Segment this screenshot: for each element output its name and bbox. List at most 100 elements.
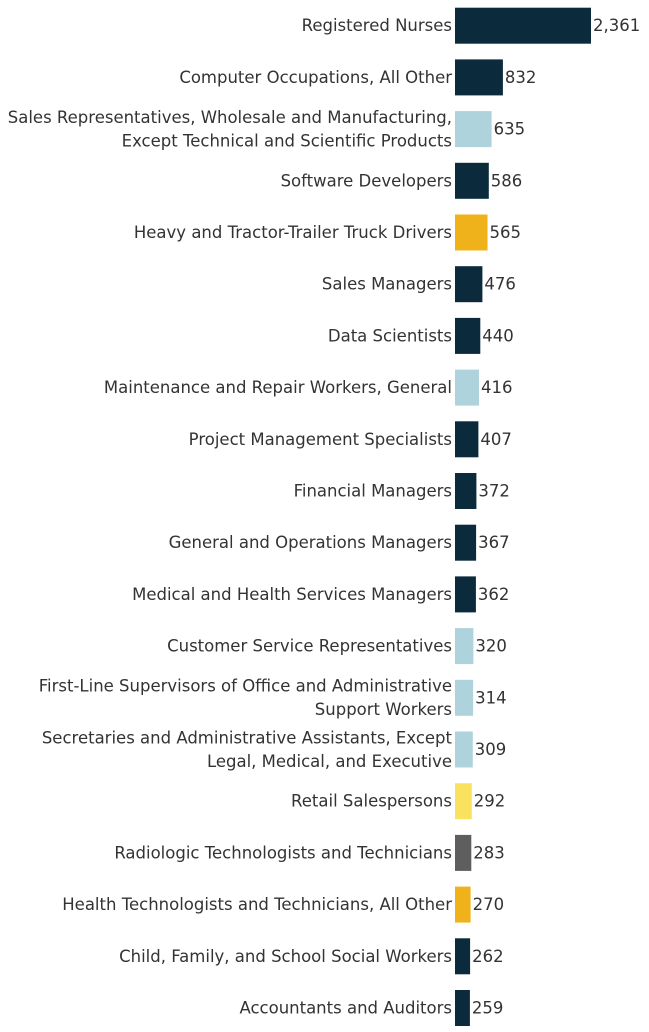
value-label: 314 — [475, 688, 507, 707]
bar — [455, 473, 477, 509]
value-label: 416 — [481, 378, 513, 397]
bar-row: Computer Occupations, All Other 832 — [179, 59, 537, 96]
category-label-line: Legal, Medical, and Executive — [207, 752, 452, 771]
bar-row: First-Line Supervisors of Office and Adm… — [39, 677, 507, 720]
category-label-line: Child, Family, and School Social Workers — [119, 947, 452, 966]
category-label-line: Registered Nurses — [302, 16, 452, 35]
category-label-line: Data Scientists — [328, 326, 452, 345]
value-label: 320 — [475, 637, 507, 656]
category-label-line: Maintenance and Repair Workers, General — [104, 378, 452, 397]
category-label-line: Project Management Specialists — [189, 430, 452, 449]
bar-row: General and Operations Managers 367 — [169, 524, 510, 561]
bar — [455, 679, 474, 716]
bar — [455, 421, 479, 458]
category-label-line: Computer Occupations, All Other — [179, 68, 452, 87]
value-label: 362 — [478, 585, 510, 604]
bar — [455, 59, 503, 96]
bar-row: Sales Managers 476 — [322, 266, 516, 303]
category-label: Sales Representatives, Wholesale and Man… — [8, 108, 452, 151]
bar-row: Child, Family, and School Social Workers… — [119, 938, 504, 975]
bar — [455, 628, 474, 665]
category-label-line: Retail Salespersons — [291, 792, 452, 811]
category-label: Accountants and Auditors — [239, 999, 452, 1018]
category-label-line: Secretaries and Administrative Assistant… — [42, 728, 453, 747]
bar — [455, 576, 476, 613]
bar — [455, 214, 488, 251]
bar-row: Customer Service Representatives 320 — [167, 628, 507, 665]
category-label-line: Health Technologists and Technicians, Al… — [62, 895, 452, 914]
bar-row: Financial Managers 372 — [294, 473, 510, 509]
bar — [455, 524, 477, 561]
bar — [455, 162, 489, 199]
bar — [455, 783, 472, 820]
category-label-line: Accountants and Auditors — [239, 999, 452, 1018]
category-label-line: Software Developers — [281, 171, 452, 190]
value-label: 832 — [505, 68, 537, 87]
category-label: Computer Occupations, All Other — [179, 68, 452, 87]
category-label: Data Scientists — [328, 326, 452, 345]
bar-row: Health Technologists and Technicians, Al… — [62, 886, 505, 923]
category-label-line: Except Technical and Scientific Products — [122, 131, 452, 150]
bar — [455, 834, 472, 871]
value-label: 635 — [494, 120, 525, 139]
category-label: Maintenance and Repair Workers, General — [104, 378, 452, 397]
bar — [455, 990, 470, 1026]
bar — [455, 266, 483, 303]
value-label: 292 — [474, 792, 506, 811]
category-label: Radiologic Technologists and Technicians — [114, 843, 452, 862]
category-label: First-Line Supervisors of Office and Adm… — [39, 677, 452, 720]
category-label: Software Developers — [281, 171, 452, 190]
value-label: 586 — [491, 171, 523, 190]
value-label: 2,361 — [593, 16, 640, 35]
bar — [455, 886, 471, 923]
bar-row: Heavy and Tractor-Trailer Truck Drivers 5… — [134, 214, 522, 251]
value-label: 283 — [473, 843, 505, 862]
bar-row: Data Scientists 440 — [328, 317, 514, 354]
category-label: Heavy and Tractor-Trailer Truck Drivers — [134, 223, 452, 242]
value-label: 262 — [472, 947, 504, 966]
value-label: 476 — [484, 275, 516, 294]
bar-row: Software Developers 586 — [281, 162, 523, 199]
bar-row: Radiologic Technologists and Technicians… — [114, 834, 505, 871]
bar — [455, 938, 471, 975]
category-label-line: General and Operations Managers — [169, 533, 452, 552]
category-label: Customer Service Representatives — [167, 637, 452, 656]
bar — [455, 731, 473, 768]
bar-row: Registered Nurses 2,361 — [302, 7, 640, 44]
bar-row: Medical and Health Services Managers 362 — [132, 576, 510, 613]
bar-row: Sales Representatives, Wholesale and Man… — [8, 108, 525, 151]
category-label-line: Sales Representatives, Wholesale and Man… — [8, 108, 452, 127]
category-label-line: Radiologic Technologists and Technicians — [114, 843, 452, 862]
category-label: Secretaries and Administrative Assistant… — [42, 728, 453, 771]
category-label-line: Medical and Health Services Managers — [132, 585, 452, 604]
bar — [455, 111, 492, 148]
bar-row: Maintenance and Repair Workers, General 4… — [104, 369, 513, 406]
category-label-line: Customer Service Representatives — [167, 637, 452, 656]
bar-row: Accountants and Auditors 259 — [239, 990, 503, 1026]
category-label-line: Heavy and Tractor-Trailer Truck Drivers — [134, 223, 452, 242]
value-label: 270 — [473, 895, 505, 914]
category-label: General and Operations Managers — [169, 533, 452, 552]
bar-row: Project Management Specialists 407 — [189, 421, 512, 458]
value-label: 309 — [475, 740, 507, 759]
value-label: 407 — [480, 430, 512, 449]
value-label: 440 — [482, 326, 514, 345]
value-label: 367 — [478, 533, 510, 552]
value-label: 565 — [490, 223, 522, 242]
value-label: 259 — [472, 999, 504, 1018]
category-label: Project Management Specialists — [189, 430, 452, 449]
category-label: Retail Salespersons — [291, 792, 452, 811]
category-label: Child, Family, and School Social Workers — [119, 947, 452, 966]
category-label: Medical and Health Services Managers — [132, 585, 452, 604]
bar-row: Secretaries and Administrative Assistant… — [42, 728, 506, 771]
category-label: Health Technologists and Technicians, Al… — [62, 895, 452, 914]
category-label: Financial Managers — [294, 482, 452, 501]
bar — [455, 369, 479, 406]
category-label-line: Support Workers — [315, 700, 452, 719]
value-label: 372 — [478, 482, 510, 501]
bar — [455, 7, 591, 44]
bar-row: Retail Salespersons 292 — [291, 783, 506, 820]
category-label-line: First-Line Supervisors of Office and Adm… — [39, 677, 452, 696]
bar — [455, 317, 481, 354]
